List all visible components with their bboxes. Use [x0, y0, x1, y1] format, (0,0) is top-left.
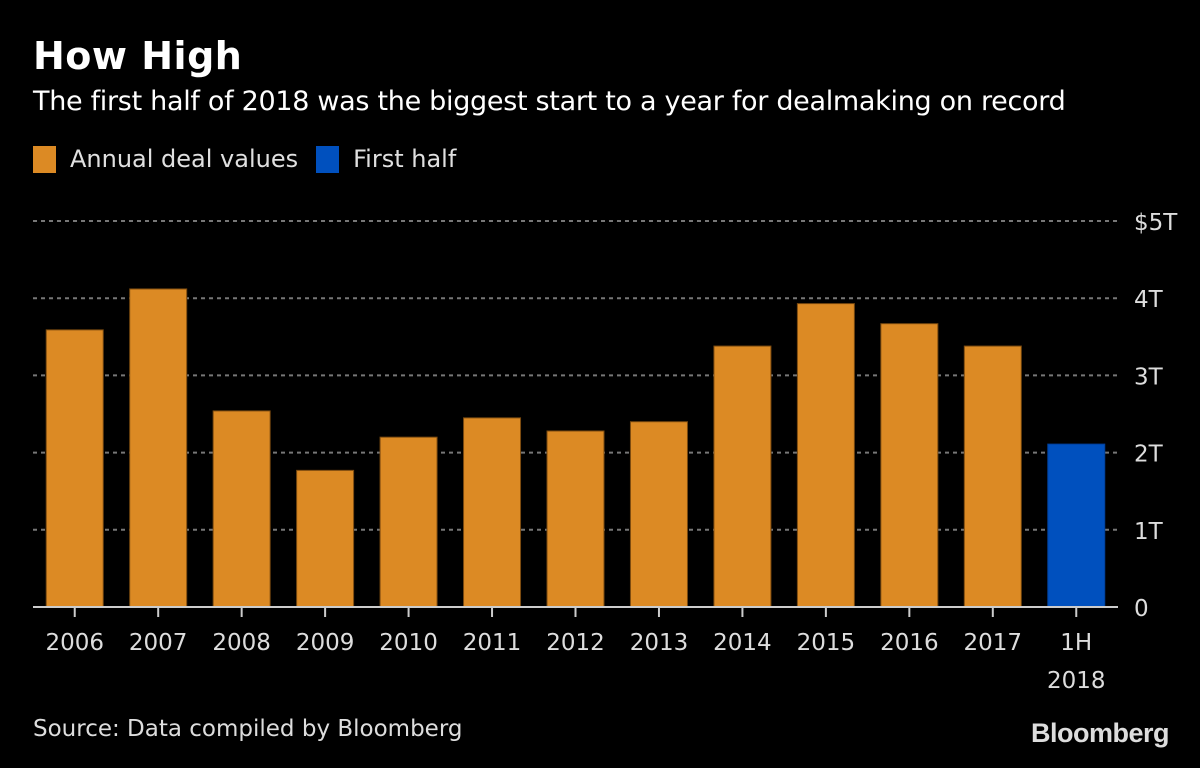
x-tick-label: 2018 — [1047, 668, 1106, 694]
x-axis-labels: 2006 2007 2008 2009 2010 2011 2012 2013 2014 2015… — [45, 630, 1105, 694]
y-tick-label: 0 — [1134, 596, 1149, 622]
bloomberg-logo: Bloomberg — [1030, 718, 1170, 748]
bar-2007 — [129, 288, 188, 608]
y-tick-label: 1T — [1134, 519, 1164, 545]
legend-swatch-annual — [33, 145, 56, 173]
bar-2010 — [379, 436, 438, 608]
y-axis-labels: 0 1T 2T 3T 4T $5T — [1134, 210, 1178, 622]
chart-title: How High — [33, 34, 243, 78]
legend-item-annual: Annual deal values — [33, 145, 298, 173]
x-tick-label: 2016 — [880, 630, 939, 656]
legend-swatch-first-half — [316, 145, 340, 173]
y-tick-label: 3T — [1134, 364, 1164, 390]
bar-2011 — [463, 417, 522, 608]
x-tick-label: 2011 — [463, 630, 522, 656]
y-tick-label: 2T — [1134, 442, 1164, 468]
x-tick-label: 2012 — [546, 630, 605, 656]
bar-2015 — [796, 303, 855, 608]
bar-2017 — [963, 345, 1022, 608]
bar-2006 — [45, 329, 104, 608]
x-tick-label: 2014 — [713, 630, 772, 656]
x-tick-label: 2009 — [296, 630, 355, 656]
x-tick-label: 2013 — [630, 630, 689, 656]
y-tick-label: $5T — [1134, 210, 1178, 236]
legend: Annual deal values First half — [33, 145, 474, 173]
x-tick-label: 2007 — [129, 630, 188, 656]
legend-label-annual: Annual deal values — [70, 145, 299, 173]
bars — [45, 288, 1106, 608]
bar-2016 — [880, 323, 939, 608]
x-tick-label: 2008 — [212, 630, 271, 656]
x-tick-label: 1H — [1060, 630, 1092, 656]
x-tick-label: 2006 — [45, 630, 104, 656]
x-axis — [33, 606, 1118, 617]
bar-2009 — [296, 469, 355, 608]
source-note: Source: Data compiled by Bloomberg — [33, 716, 463, 742]
bar-2013 — [629, 421, 688, 608]
legend-label-first-half: First half — [353, 145, 457, 173]
x-tick-label: 2010 — [379, 630, 438, 656]
bar-2012 — [546, 430, 605, 608]
x-tick-label: 2015 — [797, 630, 856, 656]
y-tick-label: 4T — [1134, 287, 1164, 313]
x-tick-label: 2017 — [964, 630, 1023, 656]
chart-subtitle: The first half of 2018 was the biggest s… — [33, 86, 1066, 117]
bar-1h-2018 — [1047, 443, 1106, 608]
bar-2014 — [713, 345, 772, 608]
bar-2008 — [212, 410, 271, 608]
legend-item-first-half: First half — [316, 145, 456, 173]
